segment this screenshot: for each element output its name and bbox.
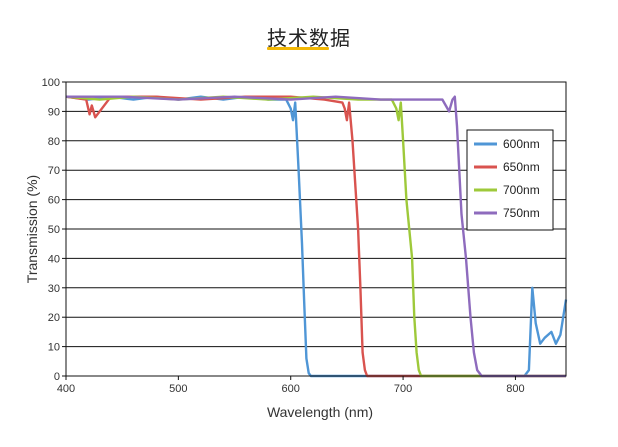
y-tick-label-30: 30 [48, 283, 60, 295]
y-tick-label-10: 10 [48, 342, 60, 354]
legend-label-750nm: 750nm [503, 206, 540, 220]
y-tick-label-40: 40 [48, 253, 60, 265]
legend-label-700nm: 700nm [503, 183, 540, 197]
series-line-650nm [65, 95, 566, 378]
y-tick-label-50: 50 [48, 224, 60, 236]
x-tick-label-800: 800 [506, 383, 524, 395]
plot-frame [65, 81, 567, 377]
x-tick-label-500: 500 [169, 383, 187, 395]
x-tick-label-700: 700 [394, 383, 412, 395]
page-title: 技术数据 [267, 26, 351, 50]
y-tick-label-100: 100 [42, 77, 60, 89]
series-line-750nm [66, 95, 566, 378]
x-axis-title: Wavelength (nm) [267, 404, 373, 420]
y-axis-title: Transmission (%) [24, 175, 40, 283]
legend-label-600nm: 600nm [503, 137, 540, 151]
x-tick-label-600: 600 [282, 383, 300, 395]
y-tick-label-90: 90 [48, 106, 60, 118]
y-tick-label-70: 70 [48, 165, 60, 177]
legend-label-650nm: 650nm [503, 160, 540, 174]
y-tick-label-20: 20 [48, 312, 60, 324]
x-tick-label-400: 400 [57, 383, 75, 395]
y-tick-label-60: 60 [48, 195, 60, 207]
title-underline [267, 47, 329, 50]
y-tick-label-0: 0 [54, 371, 60, 383]
y-tick-label-80: 80 [48, 136, 60, 148]
